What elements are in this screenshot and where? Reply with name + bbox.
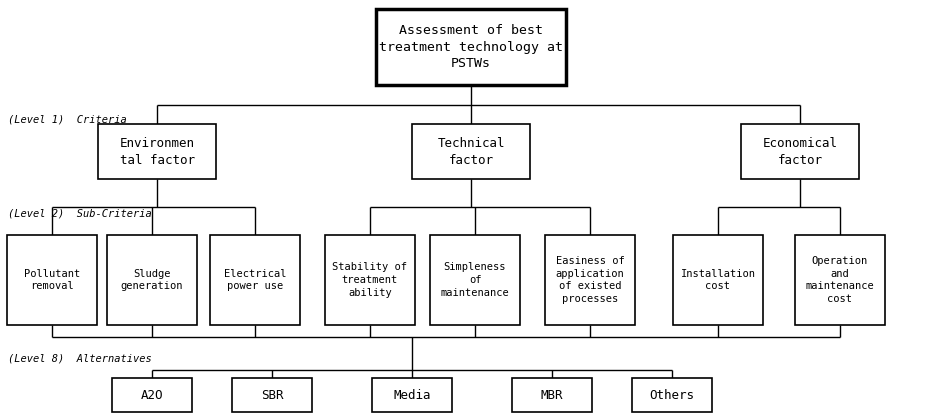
FancyBboxPatch shape (741, 124, 859, 179)
Text: (Level 2)  Sub-Criteria: (Level 2) Sub-Criteria (8, 208, 152, 218)
Text: Others: Others (649, 388, 694, 401)
FancyBboxPatch shape (412, 124, 530, 179)
Text: Pollutant
removal: Pollutant removal (24, 269, 80, 291)
Text: (Level 1)  Criteria: (Level 1) Criteria (8, 115, 127, 125)
FancyBboxPatch shape (112, 378, 192, 412)
FancyBboxPatch shape (512, 378, 592, 412)
Text: Operation
and
maintenance
cost: Operation and maintenance cost (805, 256, 874, 304)
FancyBboxPatch shape (372, 378, 452, 412)
FancyBboxPatch shape (98, 124, 216, 179)
Text: Economical
factor: Economical factor (762, 137, 837, 167)
FancyBboxPatch shape (232, 378, 312, 412)
FancyBboxPatch shape (632, 378, 712, 412)
Text: Installation
cost: Installation cost (680, 269, 755, 291)
Text: Environmen
tal factor: Environmen tal factor (120, 137, 194, 167)
FancyBboxPatch shape (376, 9, 566, 85)
FancyBboxPatch shape (795, 235, 885, 325)
Text: Assessment of best
treatment technology at
PSTWs: Assessment of best treatment technology … (379, 24, 563, 70)
FancyBboxPatch shape (325, 235, 415, 325)
Text: A2O: A2O (140, 388, 163, 401)
FancyBboxPatch shape (107, 235, 197, 325)
Text: SBR: SBR (261, 388, 284, 401)
Text: Electrical
power use: Electrical power use (224, 269, 286, 291)
Text: MBR: MBR (541, 388, 563, 401)
Text: Sludge
generation: Sludge generation (121, 269, 184, 291)
FancyBboxPatch shape (7, 235, 97, 325)
Text: Stability of
treatment
ability: Stability of treatment ability (333, 262, 408, 298)
Text: (Level 8)  Alternatives: (Level 8) Alternatives (8, 353, 152, 363)
Text: Media: Media (393, 388, 430, 401)
FancyBboxPatch shape (430, 235, 520, 325)
Text: Easiness of
application
of existed
processes: Easiness of application of existed proce… (556, 256, 625, 304)
FancyBboxPatch shape (673, 235, 763, 325)
Text: Simpleness
of
maintenance: Simpleness of maintenance (441, 262, 510, 298)
Text: Technical
factor: Technical factor (437, 137, 505, 167)
FancyBboxPatch shape (545, 235, 635, 325)
FancyBboxPatch shape (210, 235, 300, 325)
